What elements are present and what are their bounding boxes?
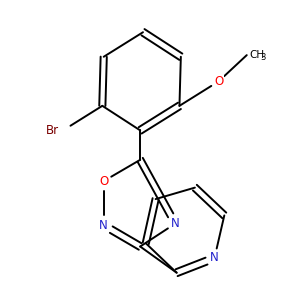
Text: N: N (171, 217, 180, 230)
Text: CH: CH (250, 50, 265, 60)
Text: N: N (210, 251, 219, 265)
Text: 3: 3 (261, 53, 266, 62)
Text: O: O (99, 175, 108, 188)
Text: O: O (214, 75, 223, 88)
Text: N: N (99, 219, 108, 232)
Text: Br: Br (46, 124, 59, 137)
